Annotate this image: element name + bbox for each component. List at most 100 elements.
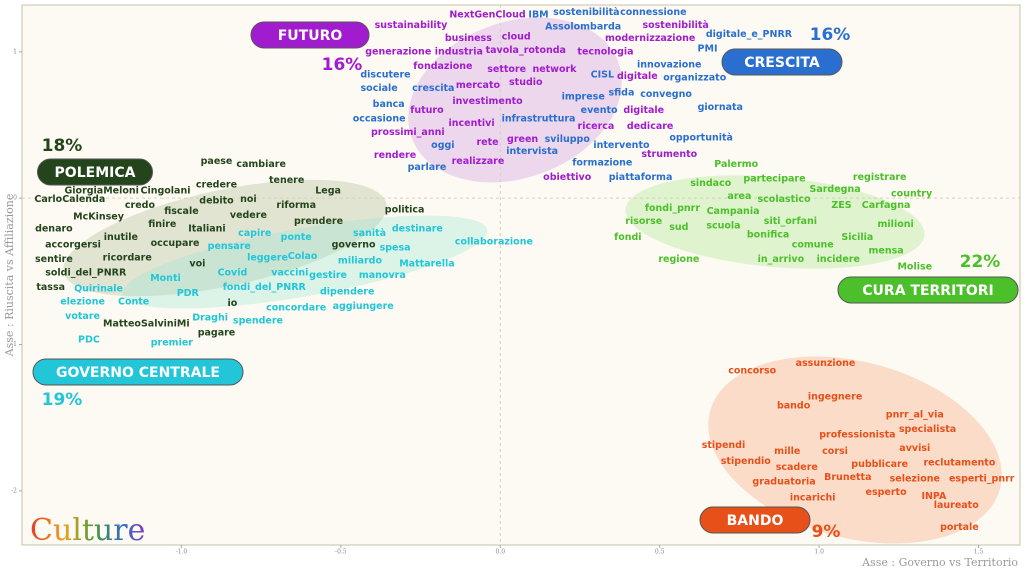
word: prendere: [294, 216, 343, 227]
word: studio: [509, 77, 543, 88]
y-tick-label: -2: [11, 487, 17, 494]
word: banca: [373, 99, 405, 110]
word: Italiani: [188, 223, 225, 234]
y-tick-label: -1: [11, 341, 17, 348]
word: votare: [65, 311, 100, 322]
word: giornata: [698, 102, 743, 113]
word: avvisi: [899, 443, 930, 454]
word: governo: [332, 240, 376, 251]
word: McKinsey: [73, 212, 125, 223]
axes: -1.0 -0.5 0.0 0.5 1.0 1.5 1 0 -1 -2: [11, 5, 1020, 556]
word: piattaforma: [609, 172, 673, 183]
word: digitale: [617, 71, 658, 82]
word: in_arrivo: [758, 254, 805, 265]
word: premier: [151, 338, 194, 349]
word: sentire: [35, 254, 73, 265]
word: collaborazione: [455, 237, 533, 248]
word: corsi: [822, 446, 848, 457]
word: ZES: [831, 200, 851, 211]
word: noi: [240, 194, 257, 205]
word: comune: [792, 240, 834, 251]
word: sanità: [353, 228, 386, 239]
word: CISL: [591, 70, 614, 81]
word: Quirinale: [74, 283, 123, 294]
word: elezione: [60, 297, 105, 308]
word: professionista: [819, 430, 895, 441]
y-tick-label: 0: [13, 195, 17, 202]
word: risorse: [625, 216, 662, 227]
word: realizzare: [452, 156, 505, 167]
word: modernizzazione: [605, 33, 695, 44]
word: graduatoria: [752, 477, 815, 488]
word: area: [727, 191, 751, 202]
cluster-area: [122, 215, 488, 309]
word: tenere: [269, 175, 304, 186]
word: futuro: [410, 105, 444, 116]
cluster-share: 22%: [960, 252, 1001, 272]
word: sud: [669, 222, 688, 233]
word: cloud: [502, 32, 531, 43]
cluster-name: GOVERNO CENTRALE: [56, 365, 220, 381]
cluster-name: CRESCITA: [744, 55, 820, 71]
cluster-name: FUTURO: [278, 28, 343, 44]
word: sviluppo: [545, 134, 591, 145]
word: opportunità: [669, 133, 733, 144]
word: digitale: [623, 105, 664, 116]
word: leggere: [247, 253, 288, 264]
word: Lega: [315, 185, 341, 196]
word: fiscale: [164, 206, 198, 217]
word: ingegnere: [808, 392, 862, 403]
word: fondi_pnrr: [645, 203, 700, 214]
x-tick-label: 0.5: [655, 549, 665, 556]
word: parlare: [408, 162, 447, 173]
word: esperto: [866, 487, 908, 498]
word: paese: [201, 156, 233, 167]
word: tavola_rotonda: [486, 45, 566, 56]
word: dedicare: [627, 121, 673, 132]
word: selezione: [890, 474, 940, 485]
word: green: [507, 134, 538, 145]
word: bando: [777, 400, 811, 411]
word: tassa: [36, 282, 65, 293]
word: sostenibilità: [642, 20, 708, 31]
word: miliardo: [338, 256, 383, 267]
word: accorgersi: [45, 240, 101, 251]
word: portale: [940, 522, 979, 533]
word: investimento: [452, 96, 523, 107]
word: country: [891, 188, 933, 199]
cluster-labels: FUTURO 16% CRESCITA 16% POLEMICA 18% GOVERNO C…: [32, 21, 1019, 542]
word: capire: [238, 228, 271, 239]
word: scuola: [706, 220, 740, 231]
word: IBM: [528, 10, 548, 21]
x-tick-label: -1.0: [176, 549, 188, 556]
word: industria: [435, 46, 483, 57]
word: finire: [148, 219, 176, 230]
word: oggi: [431, 140, 454, 151]
word: pagare: [198, 327, 236, 338]
word: io: [228, 298, 238, 309]
word: specialista: [899, 424, 956, 435]
word: scadere: [776, 462, 818, 473]
word: INPA: [921, 491, 947, 502]
word: Carfagna: [862, 200, 911, 211]
word: Conte: [118, 297, 149, 308]
word: ricordare: [103, 253, 152, 264]
word: evento: [581, 105, 618, 116]
word: voi: [189, 259, 205, 270]
word: assunzione: [796, 358, 856, 369]
word: sostenibilità: [553, 7, 619, 18]
word: concorso: [728, 365, 776, 376]
cluster-share: 18%: [42, 136, 83, 156]
word: stipendi: [702, 440, 746, 451]
word: incentivi: [449, 118, 495, 129]
word: mensa: [868, 245, 903, 256]
word: discutere: [360, 70, 410, 81]
cluster-name: BANDO: [727, 513, 784, 529]
cluster-pill: [32, 358, 244, 386]
word: mercato: [456, 80, 501, 91]
word: Cingolani: [140, 185, 190, 196]
cluster-pill: [250, 21, 370, 49]
word: Mattarella: [399, 259, 454, 270]
word: registrare: [853, 172, 907, 183]
